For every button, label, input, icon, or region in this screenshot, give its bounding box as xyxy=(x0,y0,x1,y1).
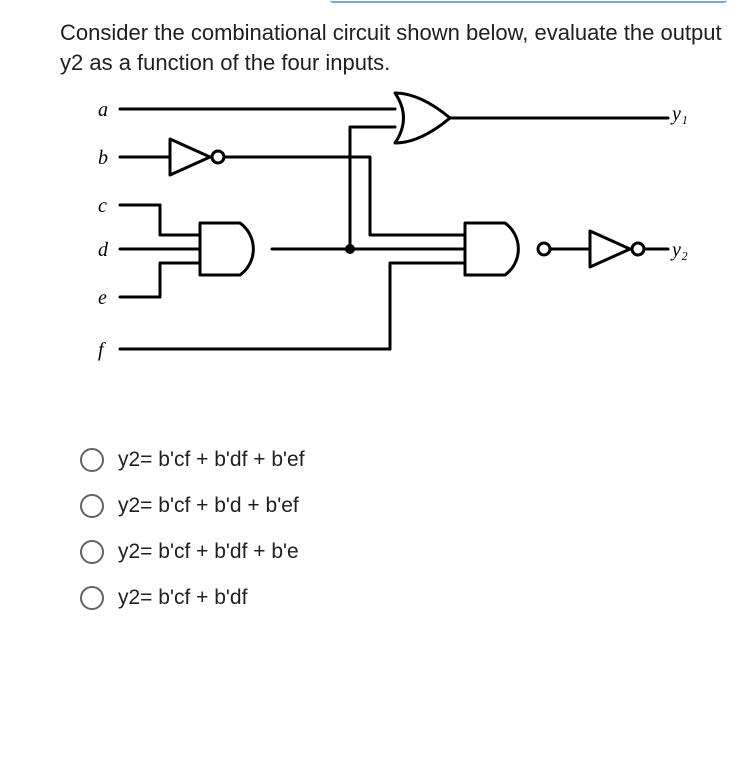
option-label: y2= b'cf + b'd + b'ef xyxy=(118,494,299,518)
circuit-svg xyxy=(70,87,710,407)
option-label: y2= b'cf + b'df + b'e xyxy=(118,540,299,564)
circuit-diagram: a b c d e f y₁ y₂ xyxy=(70,87,710,427)
gate-not-b-bubble xyxy=(212,151,224,163)
radio-icon[interactable] xyxy=(80,494,104,518)
input-label-b: b xyxy=(98,147,108,170)
gate-and-cde xyxy=(200,223,253,275)
option-row[interactable]: y2= b'cf + b'df + b'ef xyxy=(80,437,731,483)
gate-not-b xyxy=(170,139,210,175)
radio-icon[interactable] xyxy=(80,448,104,472)
gate-nand-body xyxy=(465,223,518,275)
question-container: Consider the combinational circuit shown… xyxy=(0,0,751,621)
wire-e-bend xyxy=(160,263,200,297)
wire-f-bend xyxy=(390,263,465,349)
gate-or-y1 xyxy=(395,93,450,143)
output-label-y1: y₁ xyxy=(672,103,688,126)
option-row[interactable]: y2= b'cf + b'df xyxy=(80,575,731,621)
input-label-c: c xyxy=(98,195,107,218)
output-label-y2: y₂ xyxy=(672,239,688,262)
options-list: y2= b'cf + b'df + b'ef y2= b'cf + b'd + … xyxy=(80,437,731,621)
top-accent-border xyxy=(330,0,727,3)
radio-icon[interactable] xyxy=(80,586,104,610)
option-label: y2= b'cf + b'df xyxy=(118,586,247,610)
input-label-a: a xyxy=(98,99,108,122)
input-label-e: e xyxy=(98,287,107,310)
option-row[interactable]: y2= b'cf + b'd + b'ef xyxy=(80,483,731,529)
wire-bprime xyxy=(224,157,465,235)
option-row[interactable]: y2= b'cf + b'df + b'e xyxy=(80,529,731,575)
input-label-f: f xyxy=(98,339,104,362)
wire-c-bend xyxy=(160,205,200,235)
gate-nand-bubble xyxy=(538,243,550,255)
input-label-d: d xyxy=(98,239,108,262)
wire-g1-to-or xyxy=(350,127,395,249)
gate-not-y2 xyxy=(590,231,630,267)
option-label: y2= b'cf + b'df + b'ef xyxy=(118,448,305,472)
gate-not-y2-bubble xyxy=(632,243,644,255)
question-text: Consider the combinational circuit shown… xyxy=(60,18,731,77)
radio-icon[interactable] xyxy=(80,540,104,564)
